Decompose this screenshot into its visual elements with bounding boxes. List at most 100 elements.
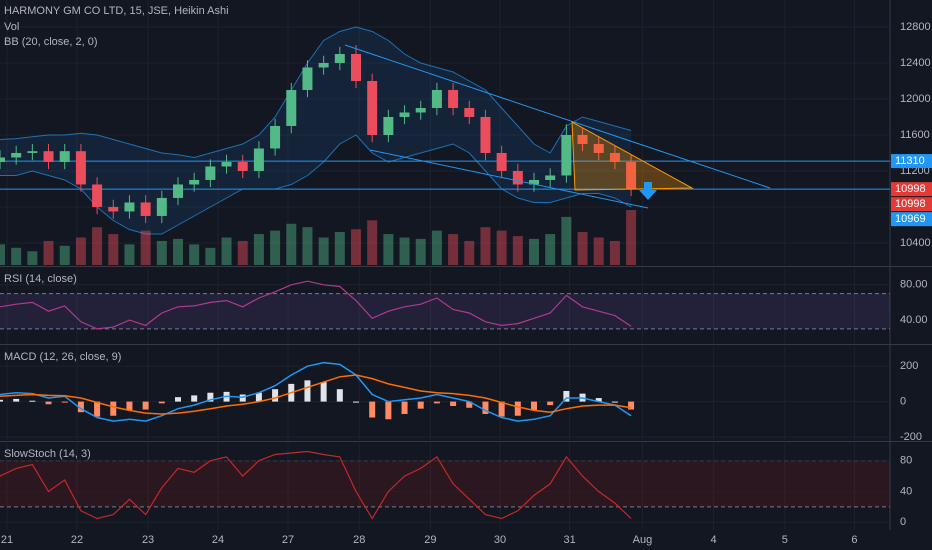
histogram-bar [353, 401, 359, 403]
histogram-bar [336, 389, 343, 402]
candle-body [43, 151, 54, 162]
volume-bar [0, 244, 5, 265]
volume-bar [189, 244, 200, 265]
x-tick-label: 29 [424, 534, 436, 546]
bb-fill [0, 26, 632, 234]
volume-bar [11, 247, 22, 265]
y-tick-label: 40.00 [900, 314, 928, 326]
price-label-box [891, 182, 932, 197]
y-tick-label: 0 [900, 516, 906, 528]
x-tick-label: 30 [494, 534, 506, 546]
candle-body [205, 166, 216, 180]
volume-bar [221, 237, 232, 265]
price-label: 10969 [895, 213, 926, 225]
histogram-bar [628, 401, 635, 410]
volume-bar [270, 230, 281, 265]
candle-body [367, 80, 378, 135]
volume-bar [431, 230, 442, 265]
volume-bar [318, 237, 329, 265]
volume-bar [448, 234, 459, 265]
candle-body [448, 89, 459, 108]
x-tick-label: 4 [711, 534, 717, 546]
pane-title: MACD (12, 26, close, 9) [4, 351, 121, 363]
histogram-bar [175, 397, 181, 402]
candle-body [334, 53, 345, 63]
candle-body [626, 161, 637, 189]
candle-body [351, 53, 361, 81]
y-tick-label: 200 [900, 360, 918, 372]
pane-label: BB (20, close, 2, 0) [4, 36, 98, 48]
volume-bar [399, 237, 410, 265]
y-tick-label: -200 [900, 431, 922, 443]
candle-body [496, 152, 507, 171]
volume-bar [27, 251, 38, 265]
candle-body [415, 107, 426, 113]
histogram-bar [547, 401, 554, 406]
candle-body [156, 197, 167, 216]
volume-bar [59, 245, 70, 265]
volume-bar [593, 237, 604, 265]
volume-bar [302, 227, 313, 265]
volume-bar [92, 227, 103, 265]
volume-bar [286, 223, 297, 265]
y-tick-label: 10400 [900, 237, 931, 249]
histogram-bar [531, 401, 537, 411]
x-tick-label: 5 [782, 534, 788, 546]
macd-line [0, 361, 632, 422]
pane-title: HARMONY GM CO LTD, 15, JSE, Heikin Ashi [4, 5, 229, 17]
histogram-bar [401, 401, 408, 414]
histogram-bar [417, 401, 424, 409]
candle-body [92, 184, 103, 207]
volume-bar [205, 247, 216, 265]
volume-bar [75, 237, 86, 265]
candle-body [529, 179, 539, 185]
volume-bar [626, 210, 637, 265]
signal-line [0, 374, 632, 415]
histogram-bar [191, 395, 198, 402]
histogram-bar [239, 394, 246, 402]
volume-bar [480, 227, 491, 265]
triangle-pattern [571, 121, 694, 191]
trend-line [369, 149, 649, 209]
histogram-bar [514, 401, 521, 416]
histogram-bar [255, 392, 262, 402]
price-label-box [891, 197, 932, 212]
histogram-bar [272, 389, 279, 402]
down-arrow [639, 182, 657, 200]
candle-body [237, 161, 248, 171]
candle-body [124, 202, 135, 212]
volume-bar [43, 240, 54, 265]
histogram-bar [498, 401, 505, 417]
indicator-line [0, 450, 632, 520]
price-label-box [891, 212, 932, 227]
histogram-bar [77, 401, 84, 413]
y-tick-label: 80.00 [900, 279, 928, 291]
histogram-bar [110, 401, 117, 416]
price-label: 11310 [895, 155, 925, 167]
candle-body [399, 112, 410, 117]
histogram-bar [304, 380, 311, 402]
histogram-bar [45, 401, 52, 405]
x-tick-label: 24 [212, 534, 224, 546]
volume-bar [561, 216, 572, 265]
candle-body [59, 151, 70, 162]
histogram-bar [595, 398, 602, 402]
volume-bar [334, 232, 345, 265]
y-tick-label: 80 [900, 455, 912, 467]
volume-bar [512, 236, 523, 265]
histogram-bar [563, 390, 570, 402]
volume-bar [577, 232, 588, 265]
candle-body [189, 179, 200, 185]
histogram-bar [207, 392, 214, 402]
histogram-bar [29, 400, 36, 402]
candle-body [108, 206, 119, 212]
candle-body [480, 116, 491, 153]
x-tick-label: 31 [563, 534, 575, 546]
histogram-bar [94, 401, 101, 417]
volume-bar [609, 240, 620, 265]
volume-bar [156, 240, 167, 265]
candle-body [512, 170, 523, 185]
candle-body [318, 62, 329, 68]
